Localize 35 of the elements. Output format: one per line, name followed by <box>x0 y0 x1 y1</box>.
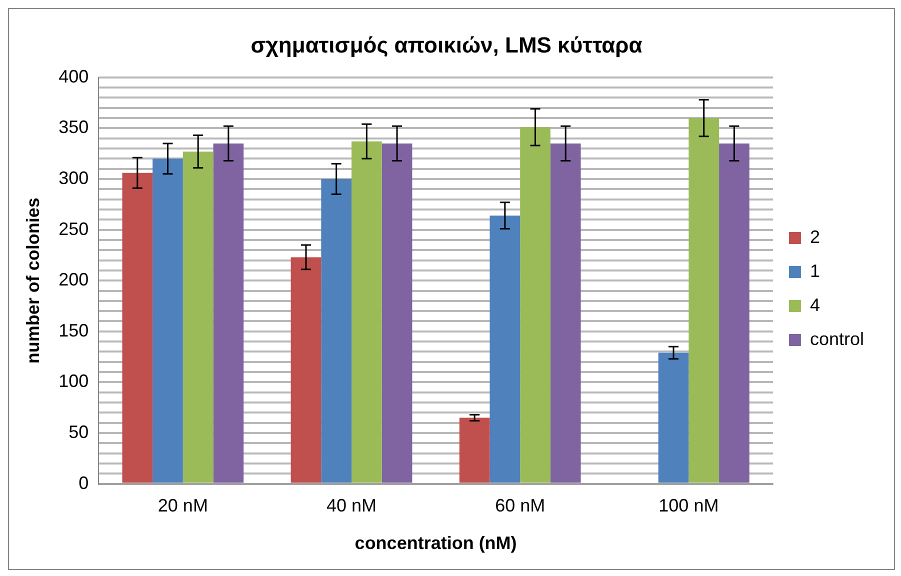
bar <box>658 352 689 483</box>
y-tick-label: 200 <box>58 270 89 290</box>
x-tick-label: 20 nM <box>158 496 208 516</box>
y-tick-label: 150 <box>58 320 89 340</box>
x-axis-title: concentration (nM) <box>354 533 517 554</box>
x-tick-label: 60 nM <box>495 496 546 516</box>
bar <box>182 152 214 483</box>
bar <box>550 143 581 483</box>
bar <box>290 257 322 483</box>
bar <box>719 143 750 483</box>
bar <box>490 216 520 483</box>
bar <box>520 127 550 483</box>
bar <box>382 143 412 483</box>
y-tick-label: 400 <box>58 66 89 86</box>
x-tick-label: 40 nM <box>326 496 377 516</box>
legend-label: 4 <box>810 294 820 315</box>
bar <box>213 143 244 483</box>
bar <box>122 172 153 483</box>
y-tick-label: 50 <box>68 422 89 442</box>
legend-label: 2 <box>810 226 820 247</box>
bar <box>459 418 490 483</box>
y-tick-label: 250 <box>58 218 89 239</box>
bar <box>352 141 382 483</box>
y-tick-label: 300 <box>58 168 89 188</box>
chart-title: σχηματισμός αποικιών, LMS κύτταρα <box>250 32 643 58</box>
y-tick-label: 0 <box>78 472 89 493</box>
bar <box>688 118 720 483</box>
y-tick-label: 350 <box>58 117 89 138</box>
x-tick-label: 100 nM <box>658 496 719 516</box>
y-axis-title: number of colonies <box>22 198 43 364</box>
y-tick-label: 100 <box>58 371 89 392</box>
bar <box>152 158 183 483</box>
legend-label: 1 <box>810 260 820 281</box>
legend-label: control <box>810 328 864 349</box>
bar <box>321 179 352 483</box>
